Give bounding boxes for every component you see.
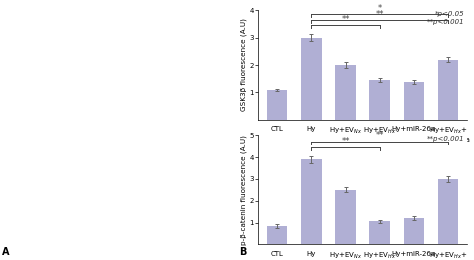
- Text: **: **: [341, 137, 350, 146]
- Bar: [438, 179, 458, 244]
- Bar: [301, 38, 321, 120]
- Text: **: **: [375, 10, 384, 19]
- Bar: [438, 60, 458, 120]
- Text: A: A: [2, 248, 10, 257]
- Text: **: **: [375, 131, 384, 140]
- Bar: [335, 190, 356, 244]
- Bar: [267, 90, 287, 120]
- Text: **p<0.001: **p<0.001: [427, 136, 465, 142]
- Y-axis label: p-β-catenin fluorescence (A.U): p-β-catenin fluorescence (A.U): [240, 135, 247, 245]
- Bar: [369, 80, 390, 120]
- Bar: [301, 159, 321, 244]
- Text: *p<0.05
**p<0.001: *p<0.05 **p<0.001: [427, 11, 465, 25]
- Bar: [404, 218, 424, 244]
- Y-axis label: GSK3β fluorescence (A.U): GSK3β fluorescence (A.U): [240, 18, 247, 112]
- Bar: [369, 222, 390, 244]
- Text: *: *: [378, 4, 382, 13]
- Text: B: B: [239, 248, 247, 257]
- Bar: [267, 226, 287, 244]
- Text: **: **: [341, 15, 350, 24]
- Bar: [335, 65, 356, 120]
- Bar: [404, 82, 424, 120]
